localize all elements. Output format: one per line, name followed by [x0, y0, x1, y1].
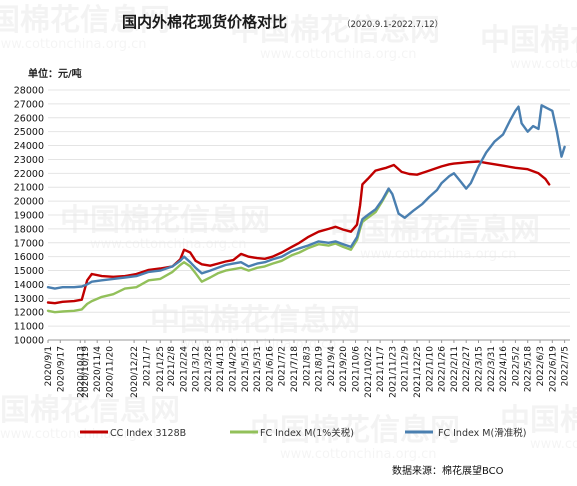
watermark-url: www.cottonchina.org.cn [260, 47, 417, 62]
x-tick-label: 2021/5/31 [253, 346, 263, 392]
watermark-url: www.cottonchina.org.cn [180, 337, 337, 352]
legend-label-fc-index-sliding: FC Index M(滑准税) [438, 427, 526, 439]
y-tick-label: 19000 [14, 211, 44, 222]
y-tick-label: 24000 [14, 141, 44, 152]
watermark-url: www.cottonchina.org.cn [280, 447, 437, 462]
x-tick-label: 2021/2/8 [167, 346, 177, 387]
y-tick-label: 27000 [14, 99, 44, 110]
x-tick-label: 2021/10/22 [364, 346, 374, 398]
watermark-text: 中国棉花信息网 [0, 3, 170, 38]
watermark-text: 中国棉花信息网 [150, 303, 360, 338]
series-line-fc-index-1pct [46, 188, 390, 314]
x-tick-label: 2022/1/10 [425, 346, 435, 392]
x-tick-label: 2021/3/28 [204, 346, 214, 392]
chart-subtitle: （2020.9.1-2022.7.12） [342, 19, 443, 30]
chart-title: 国内外棉花现货价格对比 [122, 13, 287, 31]
x-tick-label: 2020/9/17 [56, 346, 66, 392]
series-line-fc-index-sliding [46, 104, 566, 290]
series-line-cc-index [46, 160, 551, 305]
x-tick-label: 2022/3/31 [487, 346, 497, 392]
y-tick-label: 20000 [14, 197, 44, 208]
x-tick-label: 2021/5/15 [241, 346, 251, 392]
y-tick-label: 12000 [14, 308, 44, 319]
x-tick-label: 2020/10/19 [81, 346, 91, 398]
x-tick-label: 2021/8/19 [315, 346, 325, 392]
y-tick-label: 16000 [14, 252, 44, 263]
legend-label-cc-index: CC Index 3128B [110, 428, 186, 439]
x-tick-label: 2022/2/27 [462, 346, 472, 392]
x-tick-label: 2021/4/13 [216, 346, 226, 392]
y-axis-unit-label: 单位：元/吨 [28, 67, 82, 80]
x-tick-label: 2020/12/22 [130, 346, 140, 398]
x-tick-label: 2022/7/5 [561, 346, 571, 386]
x-tick-label: 2022/5/18 [524, 346, 534, 392]
y-tick-label: 26000 [14, 113, 44, 124]
watermark-url: www.cottonchina.org.cn [0, 427, 157, 442]
legend: CC Index 3128B FC Index M(1%关税) FC Index… [80, 427, 526, 439]
x-tick-label: 2021/2/24 [179, 346, 189, 392]
watermark-url: www.cottonchina.org.cn [90, 237, 247, 252]
y-tick-label: 25000 [14, 127, 44, 138]
x-tick-label: 2021/11/7 [376, 346, 386, 392]
x-tick-label: 2022/2/11 [450, 346, 460, 392]
x-tick-label: 2022/3/15 [475, 346, 485, 392]
x-tick-label: 2021/7/2 [278, 346, 288, 386]
x-tick-label: 2021/8/3 [302, 346, 312, 386]
x-tick-label: 2022/6/19 [548, 346, 558, 392]
x-tick-label: 2021/9/4 [327, 346, 337, 387]
y-tick-label: 21000 [14, 183, 44, 194]
y-tick-label: 22000 [14, 169, 44, 180]
y-tick-label: 17000 [14, 238, 44, 249]
x-tick-label: 2022/1/26 [438, 346, 448, 392]
y-tick-label: 13000 [14, 294, 44, 305]
y-tick-label: 28000 [14, 86, 44, 97]
watermark-text: 中国棉花信息网 [500, 403, 577, 438]
y-tick-label: 15000 [14, 266, 44, 277]
watermark-url: www.cottonchina.org.cn [530, 437, 577, 452]
gridlines [48, 89, 570, 341]
x-tick-label: 2022/4/16 [499, 346, 509, 392]
legend-label-fc-index-1pct: FC Index M(1%关税) [260, 427, 354, 439]
data-source: 数据来源：棉花展望BCO [392, 464, 504, 477]
x-tick-label: 2021/10/6 [352, 346, 362, 392]
watermark-text: 中国棉花信息网 [480, 23, 577, 58]
y-tick-label: 23000 [14, 155, 44, 166]
x-tick-label: 2020/9/1 [44, 346, 54, 386]
watermark-text: 中国棉花信息网 [230, 13, 440, 48]
x-tick-label: 2021/1/25 [156, 346, 166, 392]
x-tick-label: 2021/11/23 [388, 346, 398, 398]
y-tick-label: 11000 [14, 322, 44, 333]
y-tick-label: 10000 [14, 336, 44, 347]
x-tick-label: 2020/10/13 [76, 346, 86, 398]
x-tick-label: 2021/3/12 [192, 346, 202, 392]
x-tick-label: 2020/11/20 [106, 346, 116, 398]
x-tick-label: 2021/6/16 [265, 346, 275, 392]
x-tick-label: 2022/6/3 [536, 346, 546, 386]
watermark-url: www.cottonchina.org.cn [510, 57, 577, 72]
watermark-text: 中国棉花信息网 [60, 203, 270, 238]
x-tick-label: 2021/7/18 [290, 346, 300, 392]
x-tick-label: 2021/1/7 [142, 346, 152, 386]
y-axis-ticks: 10000 11000 12000 13000 14000 15000 16000 17000… [14, 86, 44, 347]
watermark-text: 中国棉花信息网 [0, 393, 180, 428]
y-tick-label: 14000 [14, 280, 44, 291]
x-tick-label: 2021/9/20 [339, 346, 349, 392]
watermark-url: www.cottonchina.org.cn [360, 247, 517, 262]
x-tick-label: 2020/11/4 [93, 346, 103, 392]
series-layer [46, 104, 566, 314]
x-tick-label: 2021/4/29 [229, 346, 239, 392]
x-tick-label: 2021/12/25 [413, 346, 423, 398]
y-tick-label: 18000 [14, 224, 44, 235]
x-tick-label: 2022/5/2 [511, 346, 521, 386]
x-tick-label: 2021/12/9 [401, 346, 411, 392]
watermark-url: www.cottonchina.org.cn [0, 37, 147, 52]
